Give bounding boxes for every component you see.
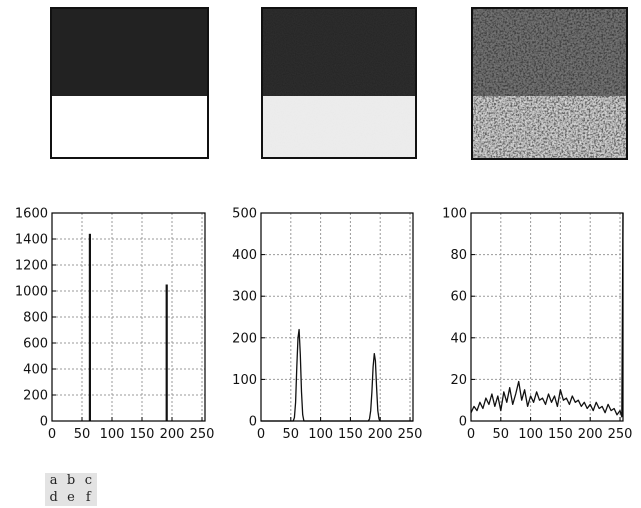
histogram-e-xtick-label-2: 100	[308, 427, 333, 442]
panel-label-d: d	[49, 489, 58, 505]
histogram-e-series-line	[261, 328, 413, 422]
histogram-d-ytick-label-6: 1200	[15, 259, 48, 274]
image-c-dark-wash	[472, 8, 627, 96]
image-a-dark-half	[51, 8, 208, 96]
histogram-d-ytick-label-7: 1400	[15, 233, 48, 248]
image-b-border	[261, 7, 417, 159]
image-c	[471, 7, 628, 160]
histogram-e-ytick-label-3: 300	[232, 290, 257, 305]
histogram-e-axes-frame	[260, 212, 414, 422]
histogram-d-ytick-label-2: 400	[23, 363, 48, 378]
image-b	[261, 7, 417, 159]
panel-label-c: c	[84, 473, 92, 489]
histogram-d: 0 50 100 150 200 250 0 200 400 600 800 1000 1200 1400…	[15, 207, 215, 443]
panel-label-grid: a b c d e f	[45, 473, 97, 506]
histogram-f-ytick-label-5: 100	[442, 207, 467, 222]
histogram-f: 0 50 100 150 200 250 0 20 40 60 80 100	[442, 207, 632, 443]
histogram-e-xtick-label-1: 50	[283, 427, 300, 442]
histogram-e-xtick-label-4: 200	[368, 427, 393, 442]
histogram-f-axes-frame	[470, 212, 624, 422]
histogram-f-xtick-label-2: 100	[518, 427, 543, 442]
histogram-f-ytick-label-0: 0	[459, 415, 467, 430]
panel-label-f: f	[85, 489, 91, 505]
histogram-f-xtick-label-1: 50	[493, 427, 510, 442]
histogram-d-xtick-label-2: 100	[100, 427, 125, 442]
panel-label-b: b	[66, 473, 76, 489]
histogram-f-xtick-label-4: 200	[578, 427, 603, 442]
histogram-f-xtick-label-3: 150	[548, 427, 573, 442]
histogram-f-xtick-label-0: 0	[467, 427, 475, 442]
image-a	[50, 7, 209, 159]
histogram-f-xtick-label-5: 250	[608, 427, 633, 442]
panel-label-e: e	[67, 489, 75, 505]
image-a-light-half	[51, 96, 208, 158]
histogram-d-ytick-label-3: 600	[23, 337, 48, 352]
histogram-e-ytick-label-1: 100	[232, 373, 257, 388]
histogram-e-ytick-label-5: 500	[232, 207, 257, 222]
histogram-e-ytick-label-4: 400	[232, 248, 257, 263]
image-c-border	[471, 7, 628, 160]
histogram-d-ytick-label-5: 1000	[15, 285, 48, 300]
histogram-d-xtick-label-5: 250	[190, 427, 215, 442]
histogram-d-spike-1	[165, 284, 168, 421]
histogram-d-xtick-label-1: 50	[74, 427, 91, 442]
histogram-d-spike-0	[88, 233, 91, 421]
histogram-e-xtick-label-5: 250	[398, 427, 423, 442]
histogram-e: 0 50 100 150 200 250 0 100 200 300 400 500	[232, 207, 422, 443]
histogram-f-ytick-label-2: 40	[450, 331, 467, 346]
histogram-e-xtick-label-3: 150	[338, 427, 363, 442]
image-c-light-wash	[472, 96, 627, 159]
histogram-e-ytick-label-2: 200	[232, 331, 257, 346]
histogram-f-series-line	[470, 212, 624, 418]
histogram-d-xtick-label-0: 0	[48, 427, 56, 442]
panel-label-a: a	[49, 473, 58, 489]
image-b-noise	[262, 8, 416, 158]
histogram-e-ytick-label-0: 0	[249, 415, 257, 430]
histogram-d-ytick-label-0: 0	[40, 415, 48, 430]
image-c-noise-bottom	[472, 96, 627, 159]
histogram-f-ytick-label-1: 20	[450, 373, 467, 388]
histogram-d-ytick-label-1: 200	[23, 389, 48, 404]
histogram-d-xtick-label-4: 200	[160, 427, 185, 442]
histogram-d-ytick-label-8: 1600	[15, 207, 48, 222]
histogram-d-xtick-label-3: 150	[130, 427, 155, 442]
histogram-f-ytick-label-4: 80	[450, 248, 467, 263]
histogram-e-xtick-label-0: 0	[257, 427, 265, 442]
histogram-f-ytick-label-3: 60	[450, 290, 467, 305]
image-a-border	[50, 7, 209, 159]
histogram-d-ytick-label-4: 800	[23, 311, 48, 326]
